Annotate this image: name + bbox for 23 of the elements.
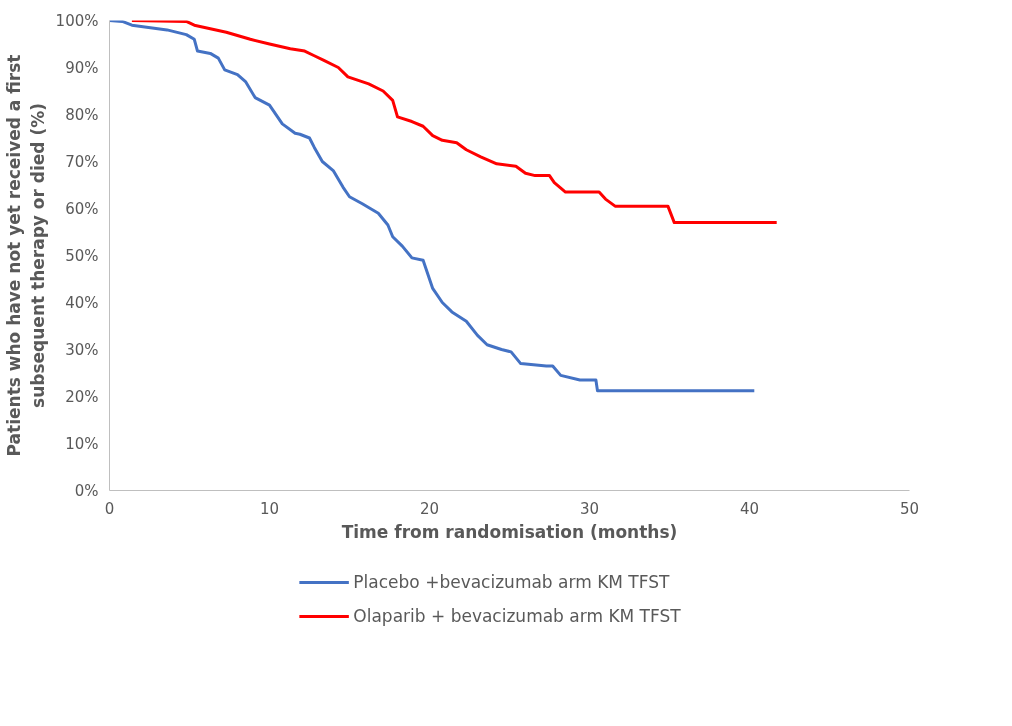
line-series bbox=[130, 20, 779, 225]
x-tick-label: 0 bbox=[104, 499, 115, 518]
legend-label: Olaparib + bevacizumab arm KM TFST bbox=[353, 606, 681, 626]
y-tick-label: 0% bbox=[74, 481, 99, 500]
x-tick-label: 30 bbox=[579, 499, 600, 518]
y-tick-label: 40% bbox=[65, 293, 99, 312]
y-tick-label: 80% bbox=[65, 105, 99, 124]
y-tick-label: 30% bbox=[65, 340, 99, 359]
x-tick-label: 20 bbox=[419, 499, 440, 518]
y-tick-label: 50% bbox=[65, 246, 99, 265]
y-tick-label: 10% bbox=[65, 434, 99, 453]
x-axis-title: Time from randomisation (months) bbox=[341, 521, 678, 542]
legend-label: Placebo +bevacizumab arm KM TFST bbox=[353, 572, 670, 592]
y-axis-title: Patients who have not yet received a first subsequent therapy or died (%) bbox=[3, 54, 48, 457]
y-tick-label: 70% bbox=[65, 152, 99, 171]
y-tick-label: 100% bbox=[55, 11, 99, 30]
x-tick-label: 50 bbox=[899, 499, 920, 518]
y-tick-label: 20% bbox=[65, 387, 99, 406]
x-tick-label: 40 bbox=[739, 499, 760, 518]
line-series bbox=[109, 20, 756, 393]
y-tick-label: 60% bbox=[65, 199, 99, 218]
x-tick-label: 10 bbox=[259, 499, 280, 518]
y-tick-label: 90% bbox=[65, 58, 99, 77]
